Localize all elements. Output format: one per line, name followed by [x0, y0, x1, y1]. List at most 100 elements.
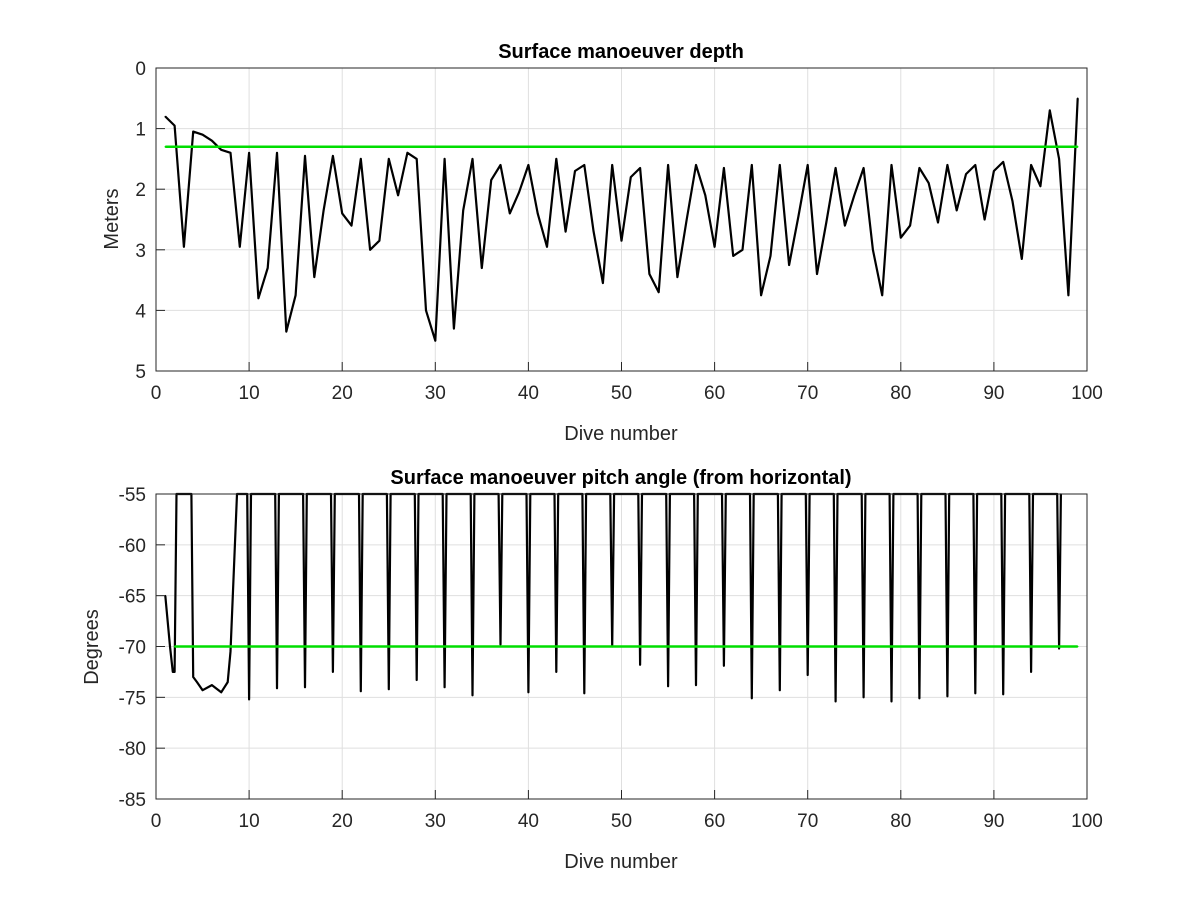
depth-data-point: [685, 218, 688, 221]
depth-data-point: [499, 164, 502, 166]
depth-data-point: [164, 115, 167, 118]
depth-data-point: [974, 164, 977, 166]
depth-data-point: [257, 297, 260, 300]
depth-plot-x-axis-label: Dive number: [564, 423, 678, 445]
pitch-data-point: [890, 700, 893, 703]
y-tick-label: -55: [119, 485, 146, 506]
x-tick-label: 20: [332, 383, 353, 404]
depth-data-point: [164, 146, 167, 148]
depth-data-point: [676, 276, 679, 278]
y-tick-label: -60: [119, 536, 146, 557]
depth-data-point: [332, 155, 334, 157]
depth-plot-series: [164, 97, 1079, 342]
depth-data-point: [592, 230, 595, 233]
pitch-data-point: [211, 684, 213, 686]
y-tick-label: 5: [135, 362, 146, 383]
pitch-plot-ticks: 0 10 20 30 40 50 60 70 80 90 100 -55 -60 -65 -70 -75 -80…: [119, 485, 1103, 832]
depth-data-point: [881, 294, 883, 297]
x-tick-label: 40: [518, 383, 539, 404]
x-tick-label: 70: [797, 811, 818, 832]
depth-data-point: [788, 264, 790, 266]
x-tick-label: 90: [983, 811, 1004, 832]
x-tick-label: 20: [332, 811, 353, 832]
depth-data-point: [406, 152, 409, 154]
depth-plot-title: Surface manoeuver depth: [498, 41, 744, 63]
pitch-data-point: [415, 679, 418, 681]
x-tick-label: 10: [239, 811, 260, 832]
x-tick-label: 90: [983, 383, 1004, 404]
x-tick-label: 80: [890, 383, 911, 404]
depth-data-point: [360, 158, 362, 160]
depth-data-point: [648, 273, 651, 275]
depth-plot-ticks: 0 10 20 30 40 50 60 70 80 90 100 0 1 2 3 4 5: [135, 59, 1102, 404]
depth-plot-y-axis-label: Meters: [101, 188, 123, 249]
pitch-data-point: [443, 686, 446, 688]
depth-data-point: [322, 209, 325, 212]
pitch-data-point: [1002, 693, 1004, 696]
depth-data-point: [443, 158, 446, 160]
depth-data-point: [955, 209, 958, 212]
depth-data-point: [713, 246, 716, 248]
pitch-data-point: [583, 692, 586, 695]
depth-data-point: [890, 164, 893, 166]
pitch-data-point: [229, 650, 232, 653]
depth-data-point: [518, 191, 520, 193]
depth-data-point: [285, 330, 288, 333]
depth-data-point: [1030, 164, 1032, 166]
x-tick-label: 70: [797, 383, 818, 404]
pitch-data-point: [499, 643, 502, 646]
depth-data-point: [844, 224, 846, 227]
depth-data-point: [1058, 158, 1060, 160]
x-tick-label: 30: [425, 811, 446, 832]
pitch-data-point: [974, 692, 977, 695]
depth-data-point: [723, 167, 725, 169]
depth-data-point: [173, 124, 176, 127]
pitch-data-point: [779, 689, 781, 691]
pitch-data-point: [220, 691, 222, 694]
depth-data-point: [862, 167, 865, 169]
depth-data-point: [350, 224, 353, 227]
depth-data-point: [741, 249, 744, 251]
depth-data-point: [462, 209, 465, 212]
depth-data-point: [816, 273, 818, 275]
pitch-data-point: [751, 697, 753, 700]
depth-data-point: [369, 249, 371, 251]
x-tick-label: 100: [1071, 811, 1103, 832]
depth-data-point: [1076, 97, 1079, 100]
depth-data-point: [657, 291, 660, 294]
depth-data-point: [1076, 146, 1079, 148]
depth-data-point: [425, 309, 427, 312]
y-tick-label: 4: [135, 301, 146, 322]
x-tick-label: 50: [611, 383, 632, 404]
pitch-plot: 0 10 20 30 40 50 60 70 80 90 100 -55 -60 -65 -70 -75 -80…: [81, 467, 1103, 873]
y-tick-label: -70: [119, 638, 146, 659]
depth-data-point: [341, 212, 344, 215]
depth-data-point: [704, 194, 707, 197]
pitch-data-point: [471, 694, 474, 697]
depth-plot: 0 10 20 30 40 50 60 70 80 90 100 0 1 2 3 4 5 Surface man…: [101, 41, 1103, 445]
pitch-plot-x-axis-label: Dive number: [564, 851, 678, 873]
x-tick-label: 0: [151, 811, 162, 832]
pitch-data-point: [173, 671, 176, 673]
pitch-data-point: [723, 665, 725, 667]
x-tick-label: 80: [890, 811, 911, 832]
depth-data-point: [1049, 109, 1051, 112]
depth-data-point: [760, 294, 762, 297]
depth-data-point: [555, 158, 558, 160]
depth-data-point: [1002, 161, 1004, 163]
depth-data-point: [239, 246, 241, 248]
depth-data-point: [732, 255, 734, 257]
y-tick-label: 2: [135, 180, 146, 201]
depth-data-point: [509, 212, 511, 215]
depth-data-point: [639, 167, 641, 169]
depth-data-point: [946, 164, 949, 166]
depth-data-point: [1039, 185, 1042, 187]
depth-data-point: [965, 173, 967, 175]
depth-data-point: [201, 133, 204, 136]
depth-data-point: [220, 149, 222, 151]
y-tick-label: 1: [135, 120, 146, 141]
depth-data-point: [388, 158, 390, 160]
depth-data-point: [900, 236, 902, 239]
x-tick-label: 0: [151, 383, 162, 404]
depth-data-point: [602, 282, 604, 284]
